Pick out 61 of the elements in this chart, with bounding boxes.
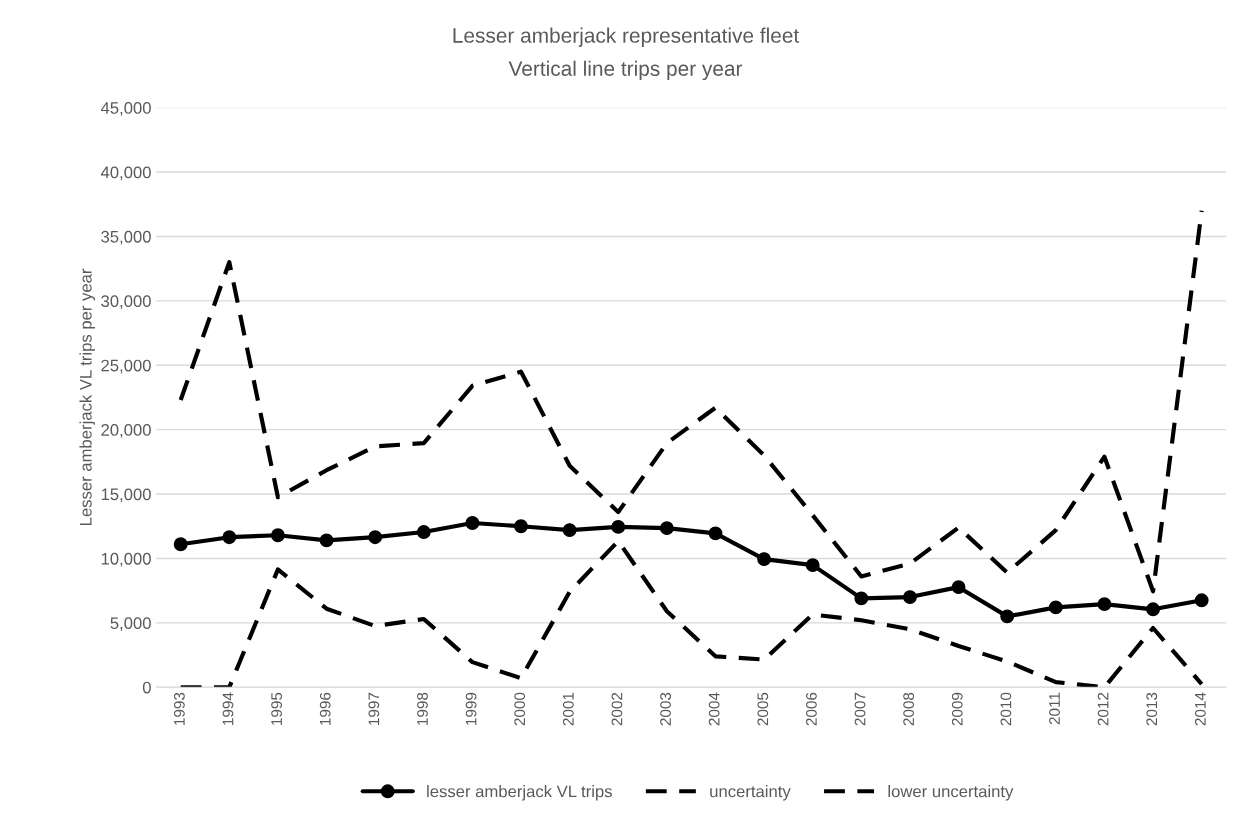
x-tick-label: 2001 <box>562 692 574 726</box>
x-tick-label: 2000 <box>514 692 526 726</box>
legend-label: lower uncertainty <box>888 785 1014 801</box>
x-tick-label: 1996 <box>319 692 331 725</box>
point <box>659 521 674 536</box>
y-tick-label: 5,000 <box>110 617 151 632</box>
point <box>173 537 188 552</box>
point <box>1048 600 1063 615</box>
point <box>708 526 723 541</box>
point <box>514 519 528 534</box>
chart-subtitle: Vertical line trips per year <box>508 60 743 81</box>
x-tick-label: 2007 <box>854 692 866 726</box>
point <box>854 591 869 606</box>
y-tick-label: 10,000 <box>101 552 151 567</box>
y-tick-label: 30,000 <box>101 295 151 310</box>
x-tick-label: 2002 <box>611 692 623 726</box>
point <box>1000 609 1015 624</box>
point <box>222 530 237 545</box>
point <box>805 558 820 573</box>
y-tick-label: 20,000 <box>101 424 151 438</box>
x-tick-label: 2003 <box>660 692 671 726</box>
point <box>757 552 772 567</box>
y-tick-label: 35,000 <box>101 230 151 245</box>
x-tick-label: 2008 <box>903 692 915 726</box>
x-tick-label: 2009 <box>951 692 963 726</box>
x-tick-label: 1999 <box>465 692 477 725</box>
point <box>562 523 577 538</box>
point <box>270 528 285 543</box>
x-tick-label: 2006 <box>806 692 817 726</box>
y-tick-label: 45,000 <box>100 102 151 116</box>
x-tick-label: 1993 <box>173 692 185 725</box>
point <box>1194 593 1209 608</box>
point <box>368 530 383 545</box>
x-tick-label: 2005 <box>757 692 769 726</box>
point <box>465 516 480 530</box>
y-tick-label: 40,000 <box>100 166 151 181</box>
x-tick-label: 2010 <box>1000 692 1012 726</box>
y-tick-label: 0 <box>142 681 151 694</box>
x-tick-label: 1994 <box>222 692 234 725</box>
y-tick-label: 15,000 <box>101 488 151 503</box>
point <box>1146 602 1160 617</box>
point <box>1097 597 1112 612</box>
x-tick-label: 2012 <box>1097 692 1109 726</box>
x-tick-label: 1995 <box>271 692 283 725</box>
point <box>416 525 431 539</box>
x-tick-label: 2014 <box>1194 692 1206 726</box>
y-tick-label: 25,000 <box>101 359 151 374</box>
x-tick-label: 1998 <box>417 692 428 725</box>
legend-label: lesser amberjack VL trips <box>427 785 612 801</box>
point <box>319 533 334 548</box>
y-axis-title: Lesser amberjack VL trips per year <box>79 268 95 525</box>
x-tick-label: 2013 <box>1146 692 1158 726</box>
point <box>903 590 917 605</box>
point <box>951 580 966 595</box>
legend-label: uncertainty <box>710 785 791 801</box>
point <box>611 519 626 534</box>
chart-title: Lesser amberjack representative fleet <box>453 27 800 47</box>
x-tick-label: 2004 <box>708 692 720 726</box>
x-tick-label: 1997 <box>368 692 380 725</box>
line-series <box>178 208 1204 594</box>
x-tick-label: 2011 <box>1049 692 1060 725</box>
